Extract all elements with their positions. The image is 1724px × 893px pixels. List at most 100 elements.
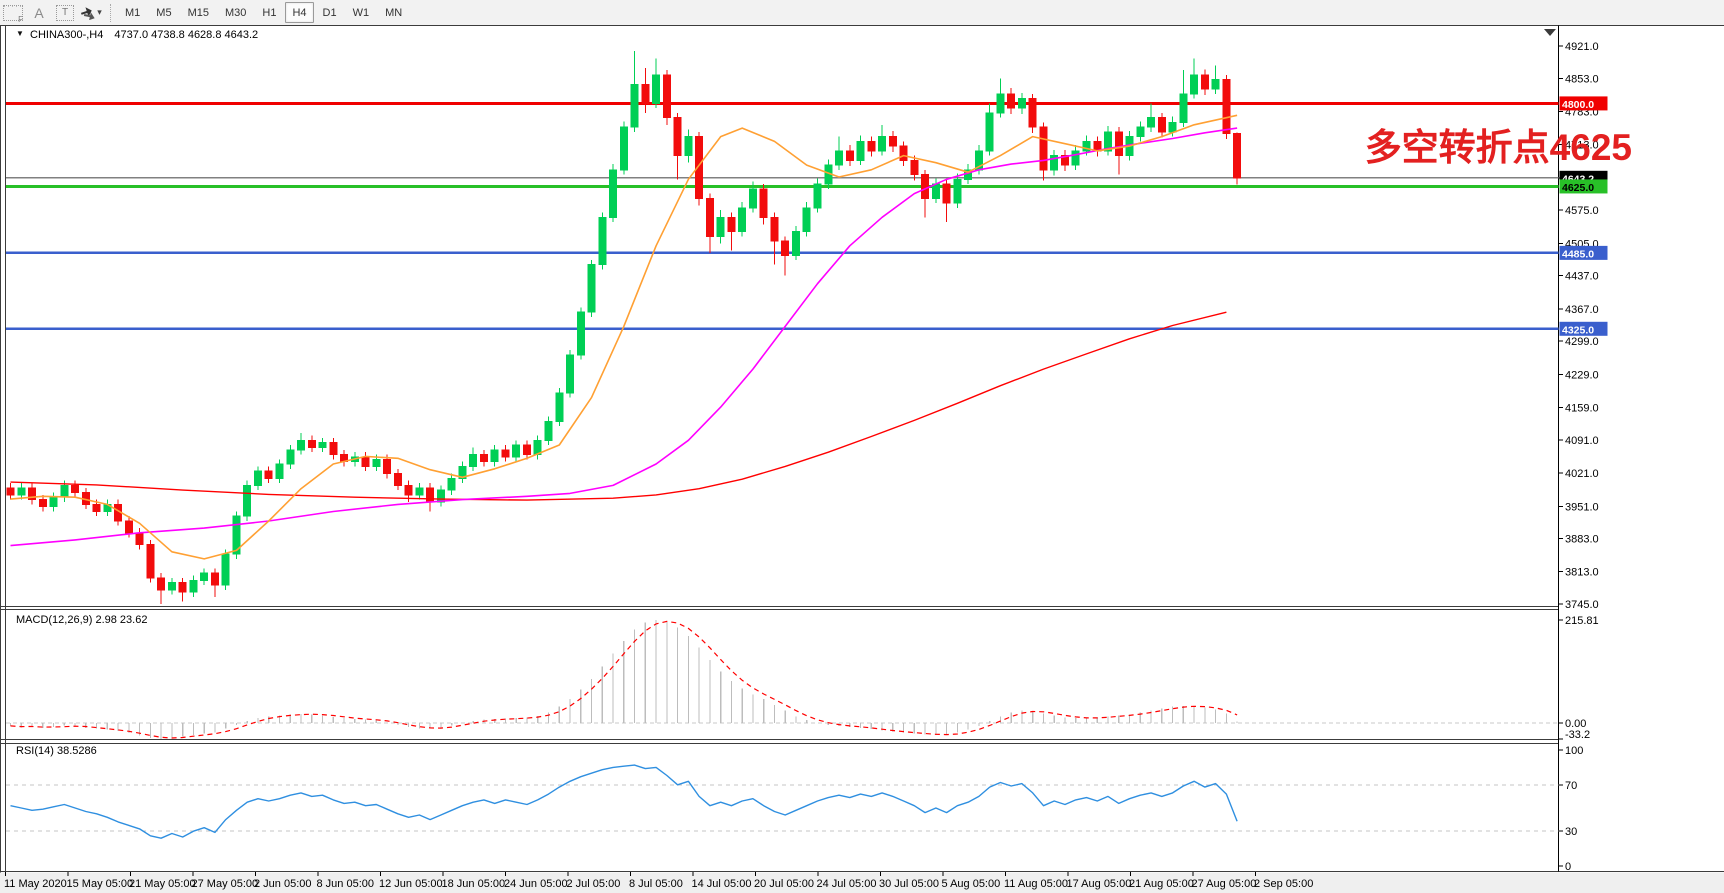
candle-body-down <box>6 487 15 496</box>
price-tick-label: 4159.0 <box>1565 403 1599 415</box>
date-label[interactable]: 24 Jul 05:00 <box>817 878 877 890</box>
candle-body-down <box>135 532 144 546</box>
cursor-arrows-icon[interactable]: ▾ <box>80 3 102 23</box>
candle-body-up <box>253 470 262 486</box>
bar-ohlc-values: 4737.0 4738.8 4628.8 4643.2 <box>114 29 258 41</box>
date-label[interactable]: 8 Jul 05:00 <box>629 878 683 890</box>
candle-body-down <box>329 442 338 456</box>
symbol-name: CHINA300-,H4 <box>30 29 103 41</box>
ma-slow-red-line <box>10 311 1227 501</box>
price-tick-label: 3745.0 <box>1565 599 1599 611</box>
candle-body-up <box>630 83 639 128</box>
chart-shift-icon[interactable] <box>1544 29 1556 36</box>
price-tick-label: 4229.0 <box>1565 369 1599 381</box>
candle-body-up <box>167 582 176 591</box>
date-label[interactable]: 2 Jul 05:00 <box>567 878 621 890</box>
timeframe-button-mn[interactable]: MN <box>378 2 409 23</box>
candle-body-down <box>759 188 768 218</box>
text-label-icon[interactable]: T <box>54 3 76 23</box>
timeframe-button-m1[interactable]: M1 <box>118 2 147 23</box>
price-tick-label: 4021.0 <box>1565 468 1599 480</box>
candle-body-up <box>372 458 381 467</box>
price-badge-4625.0 <box>1559 179 1608 194</box>
candle-body-down <box>727 216 736 233</box>
date-label[interactable]: 20 Jul 05:00 <box>754 878 814 890</box>
candle-body-up <box>1168 121 1177 133</box>
date-label[interactable]: 2 Sep 05:00 <box>1254 878 1313 890</box>
candle-body-down <box>522 444 531 456</box>
candle-body-up <box>1071 150 1080 166</box>
arrows-glyph <box>81 6 95 20</box>
date-label[interactable]: 27 Aug 05:00 <box>1192 878 1257 890</box>
symbol-dropdown-icon[interactable]: ▼ <box>16 29 24 38</box>
candle-body-up <box>1179 93 1188 123</box>
candle-body-down <box>781 240 790 256</box>
dropdown-caret-icon[interactable]: ▾ <box>97 7 102 17</box>
candle-body-down <box>641 83 650 104</box>
date-label[interactable]: 8 Jun 05:00 <box>317 878 375 890</box>
date-label[interactable]: 17 Aug 05:00 <box>1067 878 1132 890</box>
timeframe-button-m15[interactable]: M15 <box>181 2 216 23</box>
chart-grid-f-icon[interactable]: F <box>2 3 24 24</box>
date-label[interactable]: 12 Jun 05:00 <box>379 878 443 890</box>
letter-a-icon[interactable]: A <box>34 4 44 21</box>
candle-body-up <box>996 93 1005 114</box>
price-tick-label: 4575.0 <box>1565 205 1599 217</box>
date-label[interactable]: 15 May 05:00 <box>67 878 134 890</box>
candle-body-up <box>652 74 661 104</box>
date-label[interactable]: 14 Jul 05:00 <box>692 878 752 890</box>
candle-body-down <box>71 484 80 493</box>
annotation-text[interactable]: 多空转折点4625 <box>1365 127 1632 168</box>
date-label[interactable]: 21 May 05:00 <box>129 878 196 890</box>
date-label[interactable]: 27 May 05:00 <box>192 878 259 890</box>
candle-body-up <box>953 178 962 204</box>
candle-body-up <box>985 112 994 152</box>
timeframe-button-m30[interactable]: M30 <box>218 2 253 23</box>
candle-body-down <box>1114 131 1123 157</box>
price-badge-4325.0 <box>1559 321 1608 336</box>
candle-body-up <box>931 183 940 199</box>
timeframe-button-h4[interactable]: H4 <box>285 2 314 23</box>
candle-body-up <box>60 484 69 498</box>
price-badge-4800.0 <box>1559 96 1608 111</box>
date-label[interactable]: 21 Aug 05:00 <box>1129 878 1194 890</box>
candle-body-up <box>1082 140 1091 152</box>
candle-body-down <box>404 484 413 496</box>
rsi-pane[interactable]: 100 70 30 0 <box>6 745 1583 873</box>
timeframe-button-d1[interactable]: D1 <box>316 2 344 23</box>
candle-body-down <box>210 572 219 586</box>
candle-body-down <box>92 503 101 512</box>
date-label[interactable]: 11 May 2020 <box>4 878 67 890</box>
date-label[interactable]: 5 Aug 05:00 <box>942 878 1001 890</box>
main-price-pane[interactable] <box>6 51 1559 604</box>
date-label[interactable]: 2 Jun 05:00 <box>254 878 312 890</box>
rsi-axis-label: 100 <box>1565 745 1583 757</box>
candle-body-up <box>490 449 499 463</box>
candle-body-up <box>566 354 575 394</box>
candle-body-up <box>598 216 607 266</box>
price-axis[interactable]: 4921.04853.04783.04713.04643.04575.04505… <box>1558 41 1608 611</box>
candle-body-up <box>243 484 252 517</box>
rsi-axis-label: 30 <box>1565 826 1577 838</box>
candle-body-down <box>673 117 682 157</box>
candle-body-up <box>1147 117 1156 128</box>
date-label[interactable]: 18 Jun 05:00 <box>442 878 506 890</box>
candle-body-up <box>415 487 424 496</box>
date-label[interactable]: 11 Aug 05:00 <box>1004 878 1068 890</box>
timeframe-button-h1[interactable]: H1 <box>255 2 283 23</box>
candle-body-down <box>393 473 402 486</box>
candle-body-up <box>878 136 887 152</box>
timeframe-button-w1[interactable]: W1 <box>346 2 377 23</box>
candle-body-up <box>286 449 295 465</box>
date-strip-background <box>0 872 1724 893</box>
date-label[interactable]: 30 Jul 05:00 <box>879 878 939 890</box>
date-label[interactable]: 24 Jun 05:00 <box>504 878 568 890</box>
timeframe-button-m5[interactable]: M5 <box>149 2 178 23</box>
macd-pane[interactable]: 215.81 0.00-33.2 <box>6 615 1599 741</box>
candle-body-up <box>318 442 327 448</box>
toolbar-separator <box>110 3 112 22</box>
rsi-axis-label: 0 <box>1565 861 1571 873</box>
